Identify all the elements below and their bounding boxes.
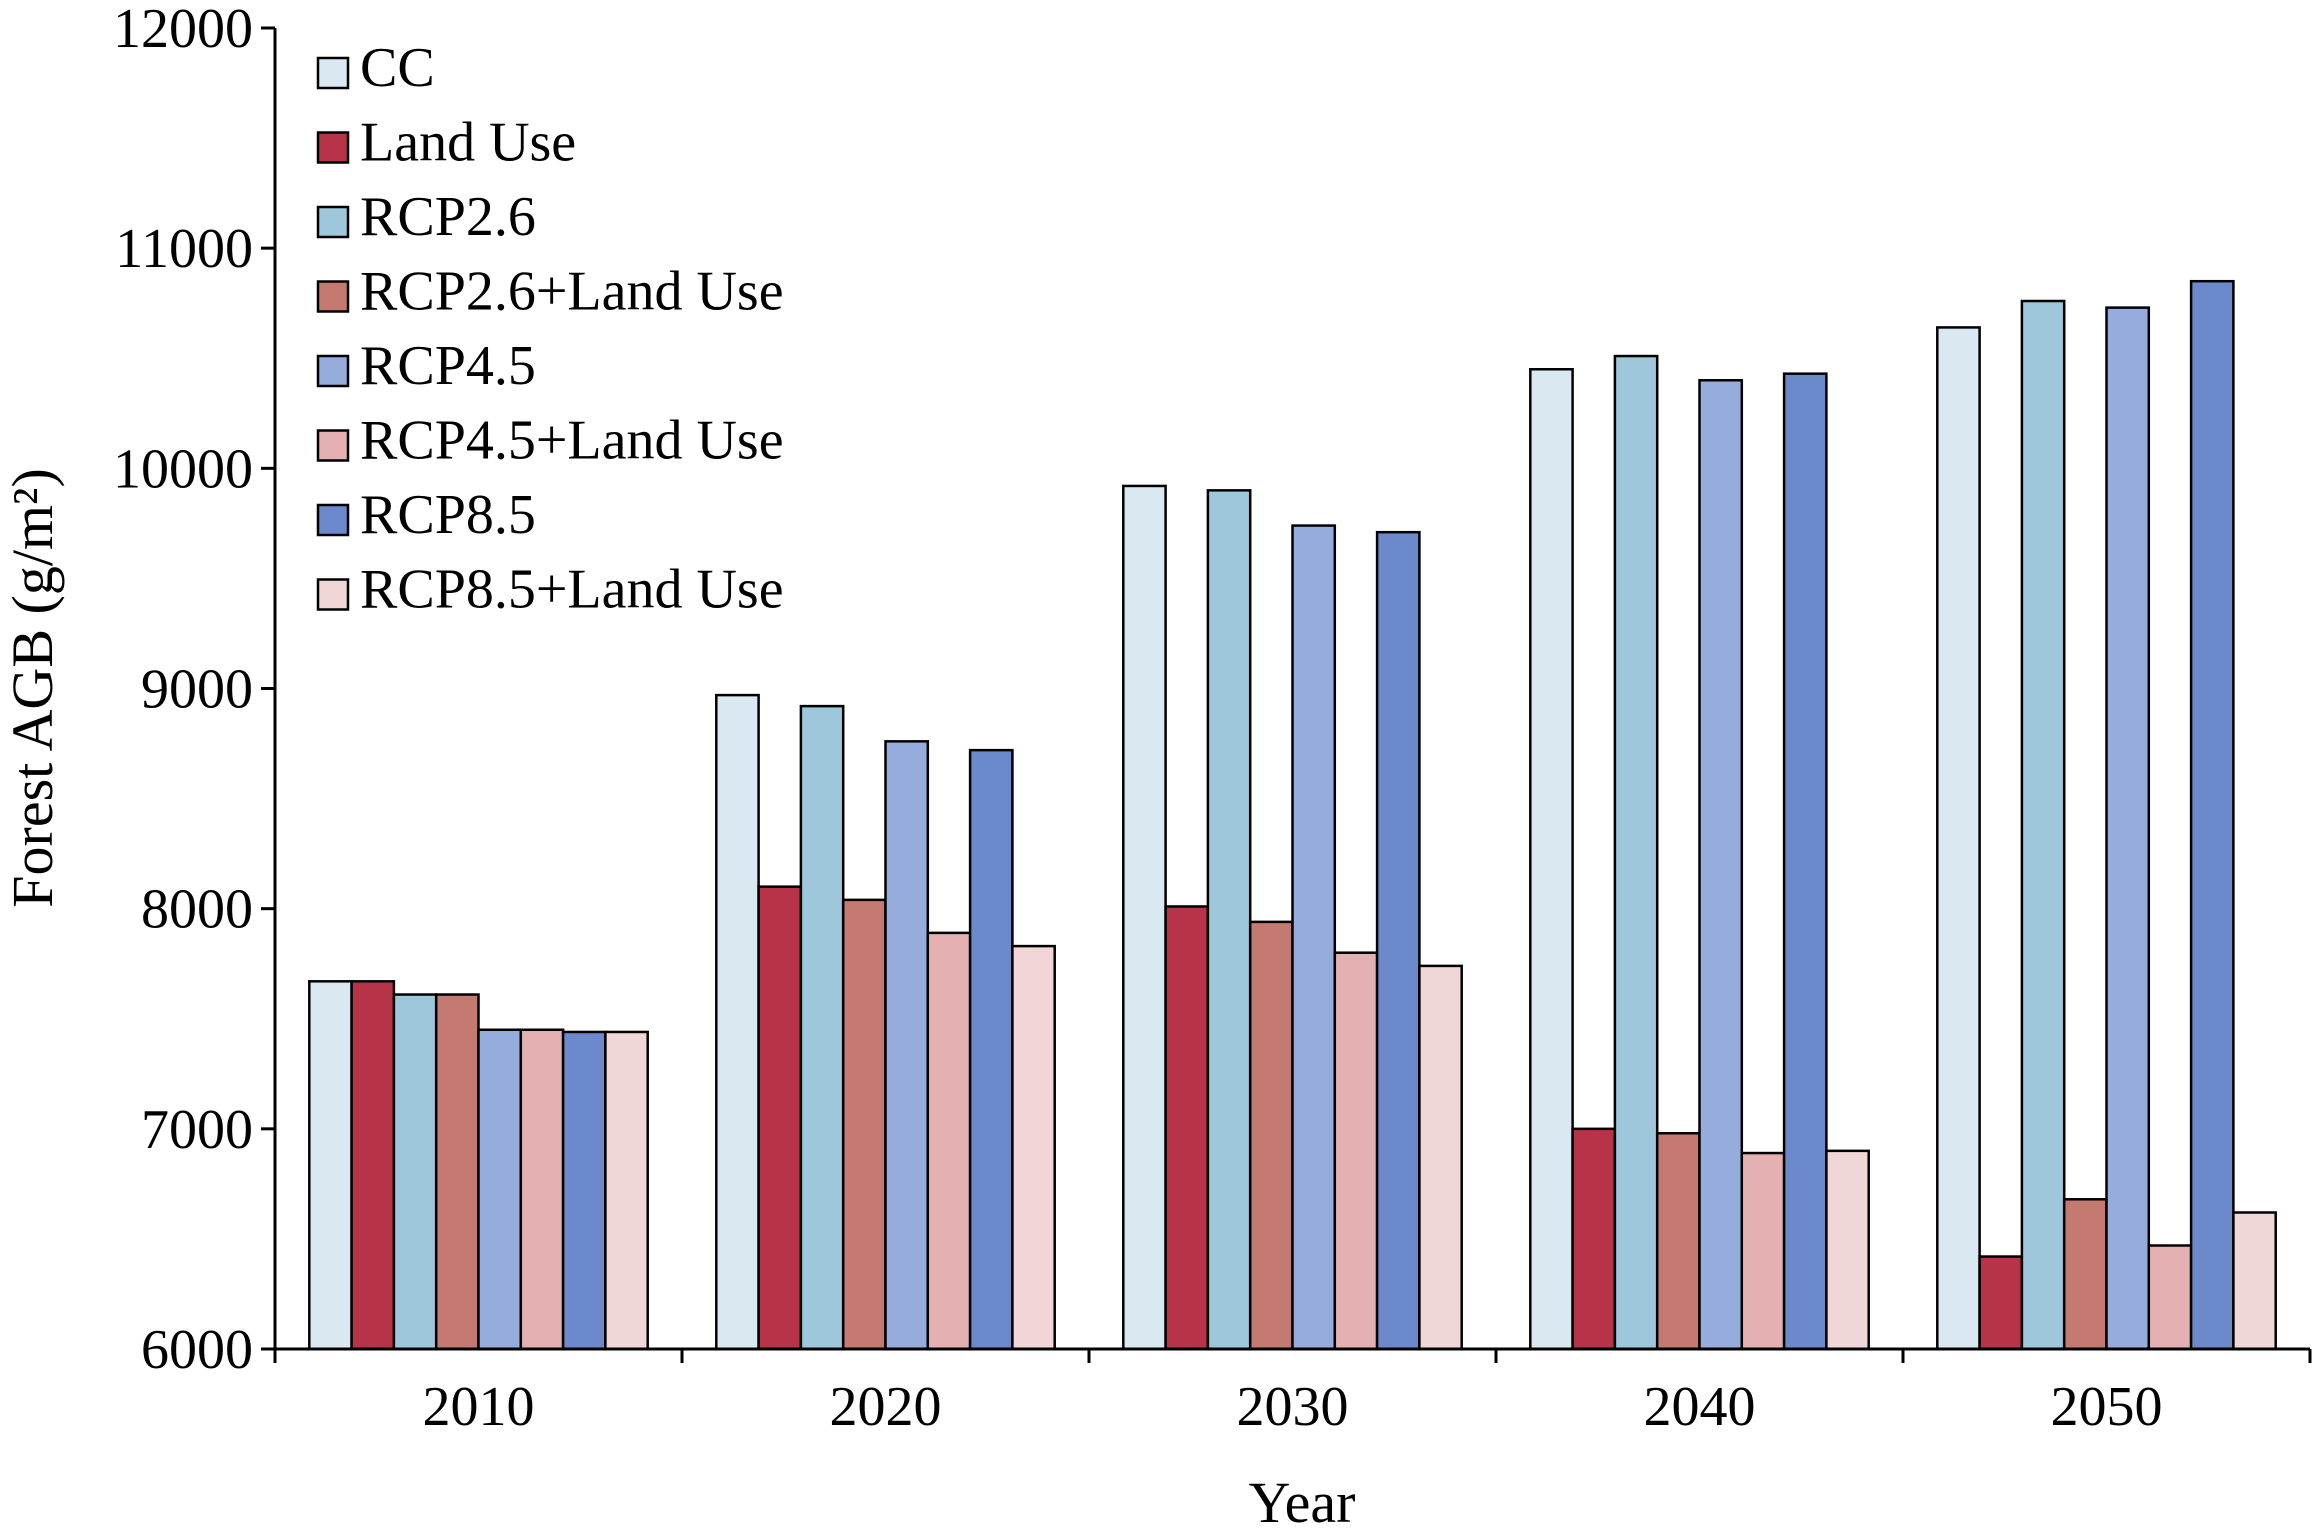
y-axis-title: Forest AGB (g/m²) (0, 468, 65, 908)
bar (1164, 905, 1210, 1351)
y-tick-label: 6000 (141, 1319, 253, 1381)
x-axis-title: Year (1249, 1470, 1356, 1529)
x-ticks-group: 2010 2020 2030 2040 2050 (273, 1349, 2312, 1438)
bar (1936, 326, 1981, 1351)
legend-swatch (316, 205, 350, 239)
legend-label: RCP4.5+Land Use (360, 410, 784, 472)
bar (2189, 279, 2235, 1351)
bar (477, 1028, 523, 1351)
bar (968, 748, 1014, 1351)
x-tick-label: 2020 (830, 1376, 942, 1438)
y-tick-label: 7000 (141, 1099, 253, 1161)
bar (308, 980, 353, 1351)
y-tick-label: 12000 (113, 0, 253, 60)
bar (561, 1030, 607, 1351)
x-tick-label: 2030 (1237, 1376, 1349, 1438)
bar (1655, 1131, 1701, 1351)
bar (1613, 354, 1659, 1351)
bar (926, 931, 972, 1351)
x-tick-label: 2040 (1644, 1376, 1756, 1438)
bar (1206, 489, 1252, 1351)
legend-label: CC (360, 37, 435, 99)
bar (1740, 1151, 1786, 1351)
legend-swatch (316, 354, 350, 388)
bar (604, 1030, 649, 1351)
legend-label: RCP2.6+Land Use (360, 261, 784, 323)
bar (1333, 951, 1379, 1351)
legend-swatch (316, 280, 350, 313)
x-tick-label: 2050 (2051, 1376, 2163, 1438)
legend-swatch (316, 503, 350, 537)
bar (1375, 530, 1421, 1351)
y-tick-label: 10000 (113, 438, 253, 500)
legend-swatch (316, 578, 350, 611)
bar (2147, 1244, 2193, 1351)
bar (1122, 484, 1167, 1351)
legend: CC Land Use RCP2.6 RCP2.6+Land Use RCP4.5 RCP… (316, 37, 784, 621)
bar (350, 980, 396, 1351)
legend-label: RCP4.5 (360, 335, 536, 397)
bar (1825, 1149, 1870, 1351)
bar (884, 740, 930, 1351)
legend-label: Land Use (360, 112, 576, 174)
bar (1571, 1127, 1617, 1351)
legend-swatch (316, 56, 350, 90)
bar (1782, 372, 1828, 1351)
bars-group (308, 279, 2277, 1351)
bar (2062, 1198, 2108, 1351)
legend-label: RCP2.6 (360, 186, 536, 248)
bar (434, 993, 480, 1351)
legend-swatch (316, 429, 350, 462)
y-tick-label: 8000 (141, 879, 253, 941)
bar (1418, 964, 1463, 1351)
legend-swatch (316, 131, 350, 164)
bar (715, 693, 760, 1351)
bar (2105, 306, 2151, 1351)
bar (1529, 368, 1574, 1351)
x-tick-label: 2010 (423, 1376, 535, 1438)
bar (1248, 920, 1294, 1351)
bar (1011, 944, 1056, 1351)
bar (799, 704, 845, 1351)
legend-label: RCP8.5+Land Use (360, 559, 784, 621)
bar (2232, 1211, 2277, 1351)
bar (1291, 524, 1337, 1351)
bar (2020, 299, 2066, 1351)
bar (392, 993, 438, 1351)
bar (1978, 1255, 2024, 1351)
bar (757, 885, 803, 1351)
bar (841, 898, 887, 1351)
bar (519, 1028, 565, 1351)
y-tick-label: 11000 (115, 218, 253, 280)
bar (1698, 379, 1744, 1351)
y-ticks-group: 6000 7000 8000 9000 10000 11000 12000 (113, 0, 275, 1381)
y-tick-label: 9000 (141, 659, 253, 721)
legend-label: RCP8.5 (360, 484, 536, 546)
